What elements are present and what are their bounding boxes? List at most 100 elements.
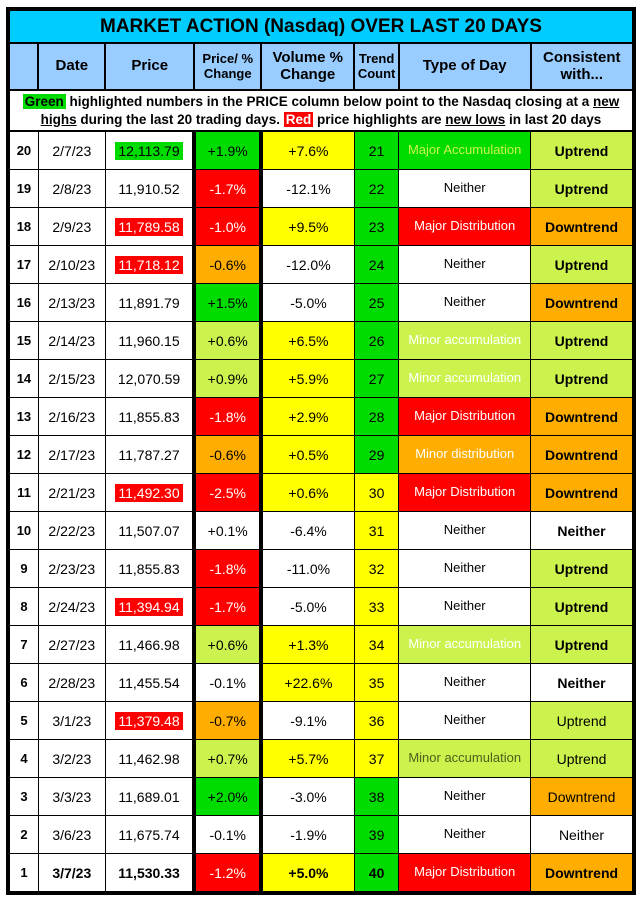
cell-price-change: +0.7% — [192, 739, 264, 778]
cell-volume-change: -3.0% — [260, 777, 355, 816]
cell-trend-count: 36 — [353, 701, 400, 740]
cell-day-number: 9 — [7, 549, 39, 588]
cell-type-of-day: Major Distribution — [398, 397, 532, 436]
table-row: 9 2/23/23 11,855.83 -1.8% -11.0% 32 Neither Upt… — [7, 549, 635, 588]
cell-consistent-with: Uptrend — [530, 130, 635, 170]
cell-volume-change: +0.6% — [260, 473, 355, 512]
legend-note: Green highlighted numbers in the PRICE c… — [7, 89, 635, 132]
table-row: 10 2/22/23 11,507.07 +0.1% -6.4% 31 Neither Nei… — [7, 511, 635, 550]
cell-day-number: 20 — [7, 130, 39, 170]
cell-trend-count: 21 — [353, 130, 400, 170]
table-row: 16 2/13/23 11,891.79 +1.5% -5.0% 25 Neither Dow… — [7, 283, 635, 322]
price-value: 11,675.74 — [118, 826, 180, 843]
cell-price-change: -0.7% — [192, 701, 264, 740]
cell-date: 2/24/23 — [37, 587, 106, 626]
cell-price-change: -1.0% — [192, 207, 264, 246]
cell-date: 2/27/23 — [37, 625, 106, 664]
cell-type-of-day: Major Distribution — [398, 473, 532, 512]
price-value: 11,462.98 — [118, 750, 180, 767]
table-row: 13 2/16/23 11,855.83 -1.8% +2.9% 28 Major Dist… — [7, 397, 635, 436]
table-row: 6 2/28/23 11,455.54 -0.1% +22.6% 35 Neither Nei… — [7, 663, 635, 702]
cell-day-number: 12 — [7, 435, 39, 474]
cell-volume-change: -1.9% — [260, 815, 355, 854]
cell-price-change: +0.6% — [192, 625, 264, 664]
cell-consistent-with: Downtrend — [530, 397, 635, 436]
market-table-body: 20 2/7/23 12,113.79 +1.9% +7.6% 21 Major Accum… — [7, 130, 635, 894]
cell-day-number: 8 — [7, 587, 39, 626]
cell-price: 11,492.30 — [104, 473, 195, 512]
cell-day-number: 3 — [7, 777, 39, 816]
cell-consistent-with: Neither — [530, 663, 635, 702]
cell-consistent-with: Uptrend — [530, 245, 635, 284]
legend-text: during the last 20 trading days. — [76, 111, 284, 127]
legend-row: Green highlighted numbers in the PRICE c… — [7, 89, 635, 132]
cell-day-number: 16 — [7, 283, 39, 322]
page-title: MARKET ACTION (Nasdaq) OVER LAST 20 DAYS — [7, 8, 635, 44]
price-value: 11,492.30 — [115, 483, 183, 502]
cell-price-change: +0.1% — [192, 511, 264, 550]
table-row: 5 3/1/23 11,379.48 -0.7% -9.1% 36 Neither Uptre… — [7, 701, 635, 740]
cell-consistent-with: Uptrend — [530, 359, 635, 398]
cell-volume-change: +9.5% — [260, 207, 355, 246]
price-value: 11,689.01 — [118, 788, 180, 805]
cell-price-change: -0.1% — [192, 663, 264, 702]
cell-price: 11,910.52 — [104, 169, 195, 208]
legend-text: in last 20 days — [505, 111, 602, 127]
column-header-row: Date Price Price/ % Change Volume % Chan… — [6, 42, 636, 91]
cell-price-change: +2.0% — [192, 777, 264, 816]
cell-price-change: -1.7% — [192, 587, 264, 626]
cell-price: 11,466.98 — [104, 625, 195, 664]
cell-price-change: -0.6% — [192, 245, 264, 284]
cell-type-of-day: Minor accumulation — [398, 625, 532, 664]
cell-price-change: -0.6% — [192, 435, 264, 474]
cell-consistent-with: Uptrend — [530, 625, 635, 664]
cell-price: 11,787.27 — [104, 435, 195, 474]
cell-price: 11,507.07 — [104, 511, 195, 550]
cell-date: 2/13/23 — [37, 283, 106, 322]
cell-price: 11,689.01 — [104, 777, 195, 816]
col-header-trend-count: Trend Count — [353, 42, 400, 91]
cell-date: 3/1/23 — [37, 701, 106, 740]
cell-day-number: 19 — [7, 169, 39, 208]
table-row: 15 2/14/23 11,960.15 +0.6% +6.5% 26 Minor accu… — [7, 321, 635, 360]
cell-type-of-day: Neither — [398, 549, 532, 588]
cell-price-change: +0.9% — [192, 359, 264, 398]
cell-volume-change: +5.7% — [260, 739, 355, 778]
cell-volume-change: -9.1% — [260, 701, 355, 740]
cell-day-number: 2 — [7, 815, 39, 854]
cell-price: 11,789.58 — [104, 207, 195, 246]
cell-price-change: -1.8% — [192, 549, 264, 588]
cell-trend-count: 25 — [353, 283, 400, 322]
cell-volume-change: +0.5% — [260, 435, 355, 474]
table-row: 7 2/27/23 11,466.98 +0.6% +1.3% 34 Minor accum… — [7, 625, 635, 664]
legend-text: highlighted numbers in the PRICE column … — [65, 93, 594, 109]
cell-volume-change: +7.6% — [260, 130, 355, 170]
cell-date: 2/14/23 — [37, 321, 106, 360]
price-value: 11,718.12 — [115, 255, 183, 274]
price-value: 11,530.33 — [118, 864, 180, 881]
table-row: 12 2/17/23 11,787.27 -0.6% +0.5% 29 Minor dist… — [7, 435, 635, 474]
price-value: 11,789.58 — [115, 217, 183, 236]
price-value: 11,855.83 — [118, 560, 180, 577]
cell-day-number: 4 — [7, 739, 39, 778]
cell-price-change: +1.5% — [192, 283, 264, 322]
cell-price: 11,960.15 — [104, 321, 195, 360]
cell-price: 11,891.79 — [104, 283, 195, 322]
table-row: 18 2/9/23 11,789.58 -1.0% +9.5% 23 Major Distr… — [7, 207, 635, 246]
green-highlight-legend: Green — [22, 93, 66, 109]
legend-text: price highlights are — [313, 111, 446, 127]
cell-price: 11,855.83 — [104, 549, 195, 588]
table-row: 20 2/7/23 12,113.79 +1.9% +7.6% 21 Major Accum… — [7, 130, 635, 170]
cell-consistent-with: Downtrend — [530, 777, 635, 816]
cell-day-number: 6 — [7, 663, 39, 702]
table-row: 1 3/7/23 11,530.33 -1.2% +5.0% 40 Major Distri… — [7, 853, 635, 894]
price-value: 11,379.48 — [115, 711, 183, 730]
cell-type-of-day: Neither — [398, 283, 532, 322]
col-header-price: Price — [104, 42, 196, 91]
cell-trend-count: 22 — [353, 169, 400, 208]
cell-price: 11,718.12 — [104, 245, 195, 284]
title-row: MARKET ACTION (Nasdaq) OVER LAST 20 DAYS — [7, 8, 635, 44]
cell-consistent-with: Downtrend — [530, 473, 635, 512]
price-value: 11,455.54 — [118, 674, 180, 691]
